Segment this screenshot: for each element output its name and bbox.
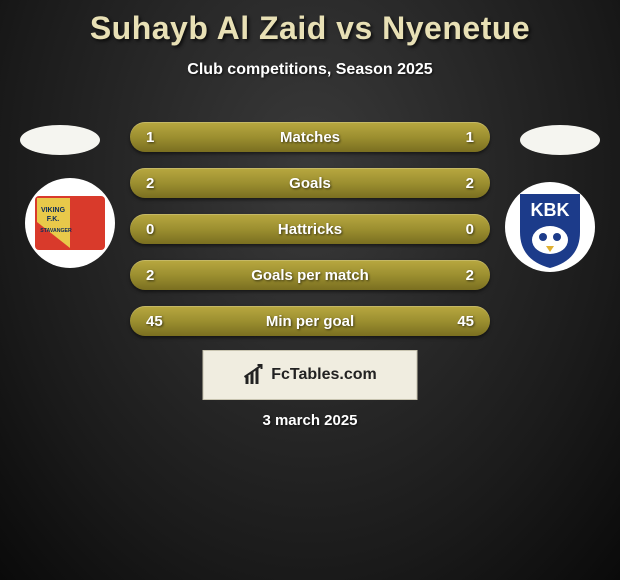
stat-label: Goals [130, 175, 490, 192]
brand-label: FcTables.com [271, 366, 377, 384]
stat-left-value: 45 [146, 313, 176, 330]
stat-row-matches: 1 Matches 1 [130, 122, 490, 152]
kbk-crest-icon: KBK [505, 182, 595, 272]
stat-right-value: 2 [444, 267, 474, 284]
svg-text:F.K.: F.K. [47, 216, 60, 223]
stat-right-value: 1 [444, 129, 474, 146]
stat-row-goals: 2 Goals 2 [130, 168, 490, 198]
stat-right-value: 45 [444, 313, 474, 330]
stat-left-value: 2 [146, 267, 176, 284]
club-crest-left: VIKING F.K. STAVANGER [25, 178, 115, 268]
stat-left-value: 2 [146, 175, 176, 192]
date-label: 3 march 2025 [0, 412, 620, 429]
stat-row-hattricks: 0 Hattricks 0 [130, 214, 490, 244]
svg-text:KBK: KBK [531, 200, 570, 220]
viking-crest-icon: VIKING F.K. STAVANGER [25, 178, 115, 268]
subtitle: Club competitions, Season 2025 [0, 61, 620, 79]
stat-left-value: 1 [146, 129, 176, 146]
player-right-avatar [520, 125, 600, 155]
stat-right-value: 0 [444, 221, 474, 238]
stat-label: Min per goal [130, 313, 490, 330]
svg-text:VIKING: VIKING [41, 207, 66, 214]
club-crest-right: KBK [505, 182, 595, 272]
brand-footer[interactable]: FcTables.com [203, 350, 418, 400]
svg-text:STAVANGER: STAVANGER [40, 228, 72, 234]
stat-right-value: 2 [444, 175, 474, 192]
stat-label: Hattricks [130, 221, 490, 238]
player-left-avatar [20, 125, 100, 155]
stat-row-goals-per-match: 2 Goals per match 2 [130, 260, 490, 290]
stat-label: Matches [130, 129, 490, 146]
stats-table: 1 Matches 1 2 Goals 2 0 Hattricks 0 2 Go… [130, 122, 490, 352]
bar-chart-icon [243, 364, 265, 386]
stat-label: Goals per match [130, 267, 490, 284]
stat-row-min-per-goal: 45 Min per goal 45 [130, 306, 490, 336]
page-title: Suhayb Al Zaid vs Nyenetue [0, 0, 620, 47]
stat-left-value: 0 [146, 221, 176, 238]
